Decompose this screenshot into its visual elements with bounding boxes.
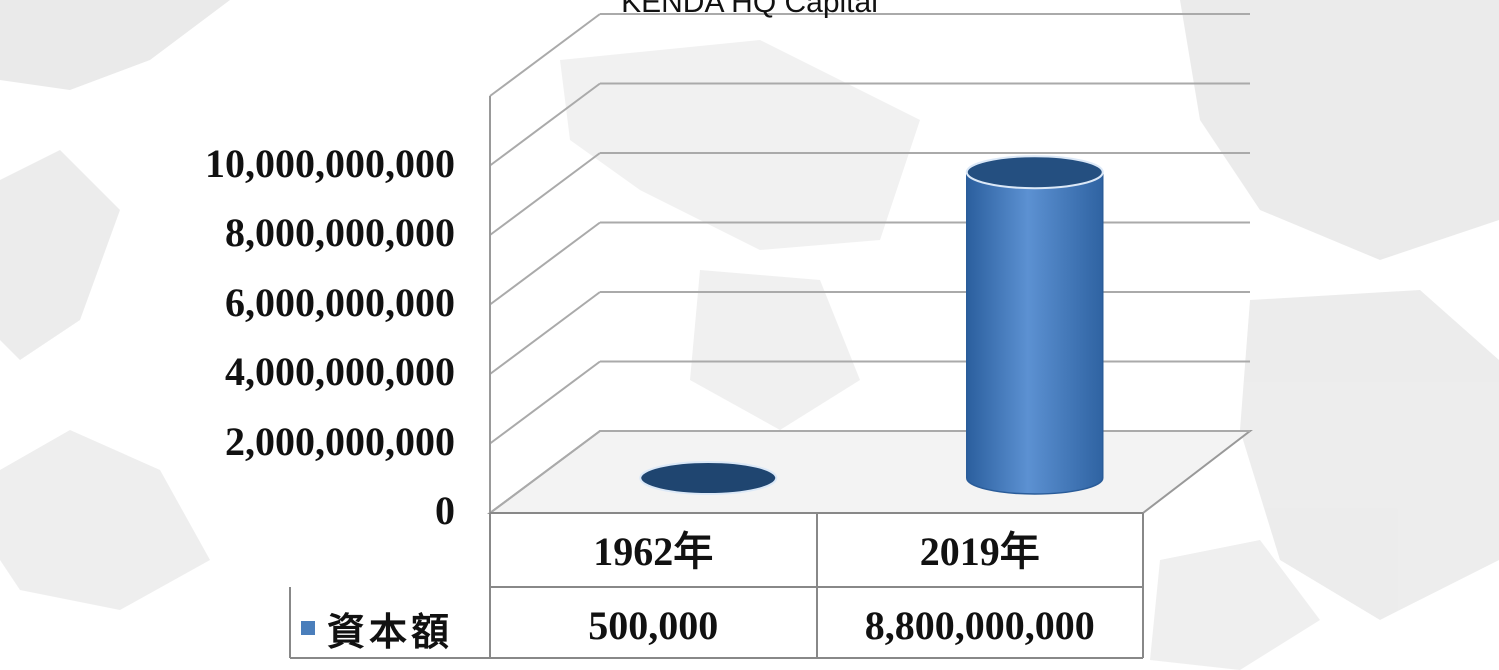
y-tick-label: 2,000,000,000 <box>225 418 455 464</box>
y-tick-label: 6,000,000,000 <box>225 279 455 325</box>
chart-title: KENDA HQ Capital <box>621 0 878 19</box>
legend: 資本額 <box>292 602 488 654</box>
gridline <box>489 13 1250 97</box>
y-tick-label: 8,000,000,000 <box>225 210 455 255</box>
category-label: 2019年 <box>919 529 1040 574</box>
gridline <box>489 291 1250 375</box>
gridline <box>489 360 1250 445</box>
gridline <box>489 430 1250 514</box>
y-tick-label: 10,000,000,000 <box>205 140 455 186</box>
chart-floor <box>486 430 1253 514</box>
data-table-grid <box>289 512 1144 659</box>
data-table-value: 8,800,000,000 <box>864 603 1095 648</box>
legend-swatch <box>301 621 315 635</box>
bars <box>639 155 1104 495</box>
legend-series-name: 資本額 <box>327 611 454 654</box>
gridline <box>489 221 1250 306</box>
gridline <box>489 82 1250 167</box>
gridline <box>489 152 1250 236</box>
y-tick-label: 4,000,000,000 <box>225 349 455 394</box>
category-label: 1962年 <box>593 529 714 574</box>
bar <box>965 155 1104 495</box>
data-table-value: 500,000 <box>588 603 719 648</box>
y-tick-label: 0 <box>435 488 455 533</box>
bar <box>639 461 778 495</box>
